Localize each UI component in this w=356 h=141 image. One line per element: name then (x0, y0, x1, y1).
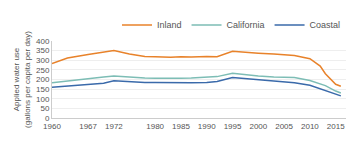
svg-text:0: 0 (45, 114, 50, 123)
svg-text:1985: 1985 (172, 122, 190, 131)
svg-text:2015: 2015 (327, 122, 345, 131)
svg-text:150: 150 (36, 85, 50, 94)
svg-text:Applied water use(gallons per: Applied water use(gallons per capita per… (12, 31, 31, 128)
svg-text:2000: 2000 (249, 122, 267, 131)
svg-text:1972: 1972 (105, 122, 123, 131)
svg-text:400: 400 (36, 37, 50, 46)
svg-text:Inland: Inland (157, 20, 182, 30)
svg-text:2010: 2010 (301, 122, 319, 131)
svg-text:2005: 2005 (275, 122, 293, 131)
svg-text:100: 100 (36, 95, 50, 104)
svg-text:1980: 1980 (146, 122, 164, 131)
svg-text:200: 200 (36, 75, 50, 84)
svg-text:1960: 1960 (43, 122, 61, 131)
svg-text:50: 50 (40, 104, 49, 113)
svg-text:1995: 1995 (224, 122, 242, 131)
svg-text:1967: 1967 (79, 122, 97, 131)
svg-text:250: 250 (36, 66, 50, 75)
svg-text:1990: 1990 (198, 122, 216, 131)
svg-text:Coastal: Coastal (310, 20, 341, 30)
svg-text:350: 350 (36, 46, 50, 55)
svg-text:California: California (227, 20, 265, 30)
svg-text:300: 300 (36, 56, 50, 65)
